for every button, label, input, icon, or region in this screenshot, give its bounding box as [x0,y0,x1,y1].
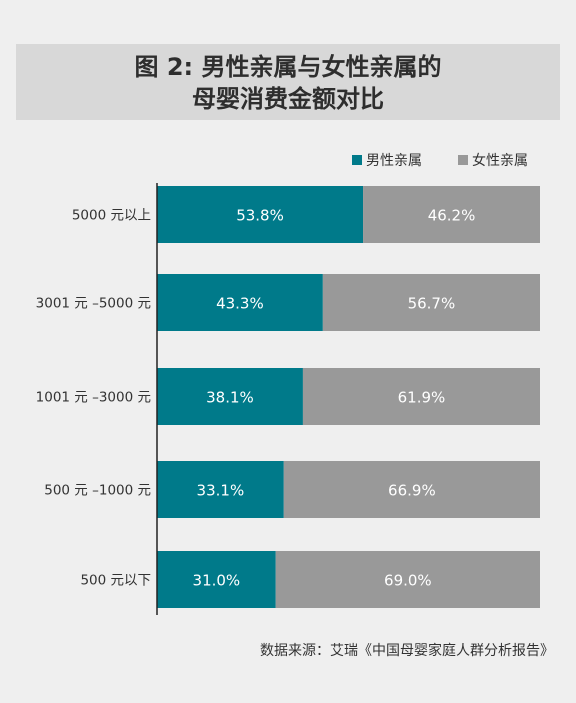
bar-female-1 [322,274,540,331]
bar-male-2 [157,368,303,425]
bar-male-4 [157,551,276,608]
data-label-female-0: 46.2% [428,207,476,225]
bar-male-0 [157,186,364,243]
category-label-4: 500 元以下 [80,573,151,589]
title-box: 图 2: 男性亲属与女性亲属的 母婴消费金额对比 [16,44,560,120]
legend-swatch-female [458,155,468,165]
data-label-female-1: 56.7% [408,295,456,313]
legend-item-male: 男性亲属 [352,150,422,170]
legend-swatch-male [352,155,362,165]
data-label-male-1: 43.3% [216,295,264,313]
data-label-male-4: 31.0% [193,572,241,590]
data-label-female-4: 69.0% [384,572,432,590]
bar-female-4 [275,551,540,608]
legend-label-female: 女性亲属 [472,153,528,169]
category-label-3: 500 元 –1000 元 [44,483,151,499]
category-label-1: 3001 元 –5000 元 [36,296,151,312]
bar-female-2 [302,368,540,425]
data-label-male-0: 53.8% [236,207,284,225]
data-label-female-3: 66.9% [388,482,436,500]
data-label-male-2: 38.1% [206,389,254,407]
chart-title-line-2: 母婴消费金额对比 [192,85,384,113]
chart-title-line-1: 图 2: 男性亲属与女性亲属的 [134,53,442,81]
bar-male-1 [157,274,323,331]
legend-item-female: 女性亲属 [458,150,528,170]
bar-female-3 [283,461,540,518]
source-note: 数据来源：艾瑞《中国母婴家庭人群分析报告》 [260,643,554,659]
category-label-0: 5000 元以上 [72,208,151,224]
data-label-male-3: 33.1% [197,482,245,500]
data-label-female-2: 61.9% [398,389,446,407]
legend-label-male: 男性亲属 [366,153,422,169]
bar-female-0 [363,186,540,243]
category-label-2: 1001 元 –3000 元 [36,390,151,406]
bar-male-3 [157,461,284,518]
